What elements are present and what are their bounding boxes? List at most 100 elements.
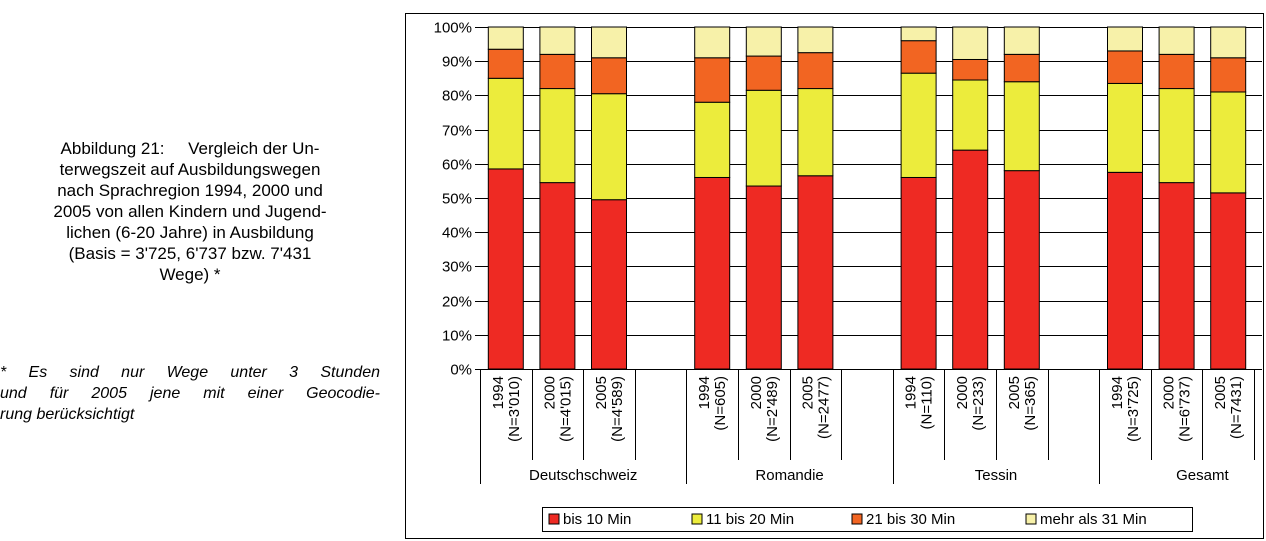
bar-segment xyxy=(797,26,834,54)
y-tick-label: 30% xyxy=(442,259,472,276)
y-tick-label: 10% xyxy=(442,328,472,345)
y-tick-label: 70% xyxy=(442,123,472,140)
bar-segment xyxy=(694,57,731,103)
category-year-label: 2005 xyxy=(799,376,816,409)
bar-segment xyxy=(539,182,576,370)
bar-segment xyxy=(952,26,989,60)
bar-segment xyxy=(487,26,524,50)
y-tick-label: 0% xyxy=(450,362,472,379)
footnote-line: * Es sind nur Wege unter 3 Stunden xyxy=(0,364,380,381)
bar-segment xyxy=(952,79,989,151)
footnote-line: und für 2005 jene mit einer Geocodie- xyxy=(0,385,380,402)
bar-segment xyxy=(745,55,782,91)
legend-swatch xyxy=(851,513,863,525)
category-year-label: 2005 xyxy=(1212,376,1229,409)
bar-segment xyxy=(487,48,524,79)
bar-segment xyxy=(539,53,576,90)
group-label: Deutschschweiz xyxy=(529,467,637,484)
category-n-label: (N=2'489) xyxy=(764,376,781,442)
category-n-label: (N=605) xyxy=(712,376,729,431)
bar-segment xyxy=(591,199,627,370)
caption-line: terwegszeit auf Ausbildungswegen xyxy=(59,160,321,179)
caption-line: Wege) * xyxy=(159,265,221,284)
bar-segment xyxy=(539,26,576,55)
bar-segment xyxy=(1003,170,1040,370)
bar-segment xyxy=(591,93,627,201)
bar-segment xyxy=(797,88,834,177)
bar-segment xyxy=(1107,171,1143,370)
caption-line: Abbildung 21: Vergleich der Un- xyxy=(60,139,320,158)
category-year-label: 2000 xyxy=(954,376,971,409)
y-tick-label: 90% xyxy=(442,54,472,71)
bar-segment xyxy=(487,77,524,170)
category-n-label: (N=4'589) xyxy=(609,376,626,442)
legend-label: 11 bis 20 Min xyxy=(706,511,794,528)
bar-segment xyxy=(900,176,937,370)
legend-label: mehr als 31 Min xyxy=(1040,511,1147,528)
category-year-label: 2005 xyxy=(593,376,610,409)
bar-segment xyxy=(1210,57,1247,93)
bar-segment xyxy=(952,149,989,370)
group-label: Romandie xyxy=(755,467,823,484)
legend-swatch xyxy=(691,513,703,525)
bar-segment xyxy=(745,185,782,370)
category-n-label: (N=365) xyxy=(1022,376,1039,431)
category-year-label: 1994 xyxy=(1109,376,1126,409)
bar-segment xyxy=(1107,26,1143,52)
bar-segment xyxy=(797,175,834,370)
category-n-label: (N=4'015) xyxy=(557,376,574,442)
category-year-label: 1994 xyxy=(903,376,920,409)
bar-segment xyxy=(1107,82,1143,173)
caption-line: 2005 von allen Kindern und Jugend- xyxy=(53,202,327,221)
bar-segment xyxy=(1158,182,1195,370)
category-year-label: 2000 xyxy=(1161,376,1178,409)
bar-segment xyxy=(1158,88,1195,184)
category-n-label: (N=6'737) xyxy=(1177,376,1194,442)
bar-segment xyxy=(797,52,834,90)
bar-segment xyxy=(900,40,937,74)
category-year-label: 2000 xyxy=(748,376,765,409)
legend-swatch xyxy=(1025,513,1037,525)
bar-segment xyxy=(1003,81,1040,172)
legend-box xyxy=(542,507,1193,532)
bar-segment xyxy=(1003,53,1040,83)
footnote-line: rung berücksichtigt xyxy=(0,406,135,423)
y-tick-label: 50% xyxy=(442,191,472,208)
legend-label: 21 bis 30 Min xyxy=(866,511,955,528)
category-n-label: (N=110) xyxy=(919,376,936,430)
bar-segment xyxy=(487,168,524,370)
category-year-label: 2000 xyxy=(541,376,558,409)
bar-segment xyxy=(745,89,782,187)
bar-segment xyxy=(1158,26,1195,55)
y-tick-label: 40% xyxy=(442,225,472,242)
category-year-label: 1994 xyxy=(696,376,713,409)
bar-segment xyxy=(1210,26,1247,59)
legend-swatch xyxy=(548,513,560,525)
bar-segment xyxy=(1210,91,1247,194)
bar-segment xyxy=(591,26,627,59)
y-tick-label: 60% xyxy=(442,157,472,174)
bar-segment xyxy=(900,26,937,42)
category-n-label: (N=2477) xyxy=(815,376,832,439)
bar-segment xyxy=(1107,50,1143,84)
bar-segment xyxy=(1158,53,1195,90)
category-n-label: (N=3'725) xyxy=(1125,376,1142,442)
category-n-label: (N=233) xyxy=(970,376,987,431)
bar-segment xyxy=(694,101,731,178)
bar-segment xyxy=(694,26,731,59)
bar-segment xyxy=(591,57,627,95)
category-year-label: 2005 xyxy=(1006,376,1023,409)
y-tick-label: 100% xyxy=(434,20,472,37)
category-n-label: (N=7431) xyxy=(1228,376,1245,439)
bar-segment xyxy=(745,26,782,57)
bar-segment xyxy=(1003,26,1040,55)
footnote: * Es sind nur Wege unter 3 Stunden und f… xyxy=(0,362,380,425)
caption-line: lichen (6-20 Jahre) in Ausbildung xyxy=(66,223,314,242)
legend-label: bis 10 Min xyxy=(563,511,631,528)
bar-segment xyxy=(952,58,989,81)
group-label: Tessin xyxy=(975,467,1018,484)
bar-segment xyxy=(694,176,731,370)
caption-line: (Basis = 3'725, 6'737 bzw. 7'431 xyxy=(68,244,312,263)
bar-segment xyxy=(1210,192,1247,370)
